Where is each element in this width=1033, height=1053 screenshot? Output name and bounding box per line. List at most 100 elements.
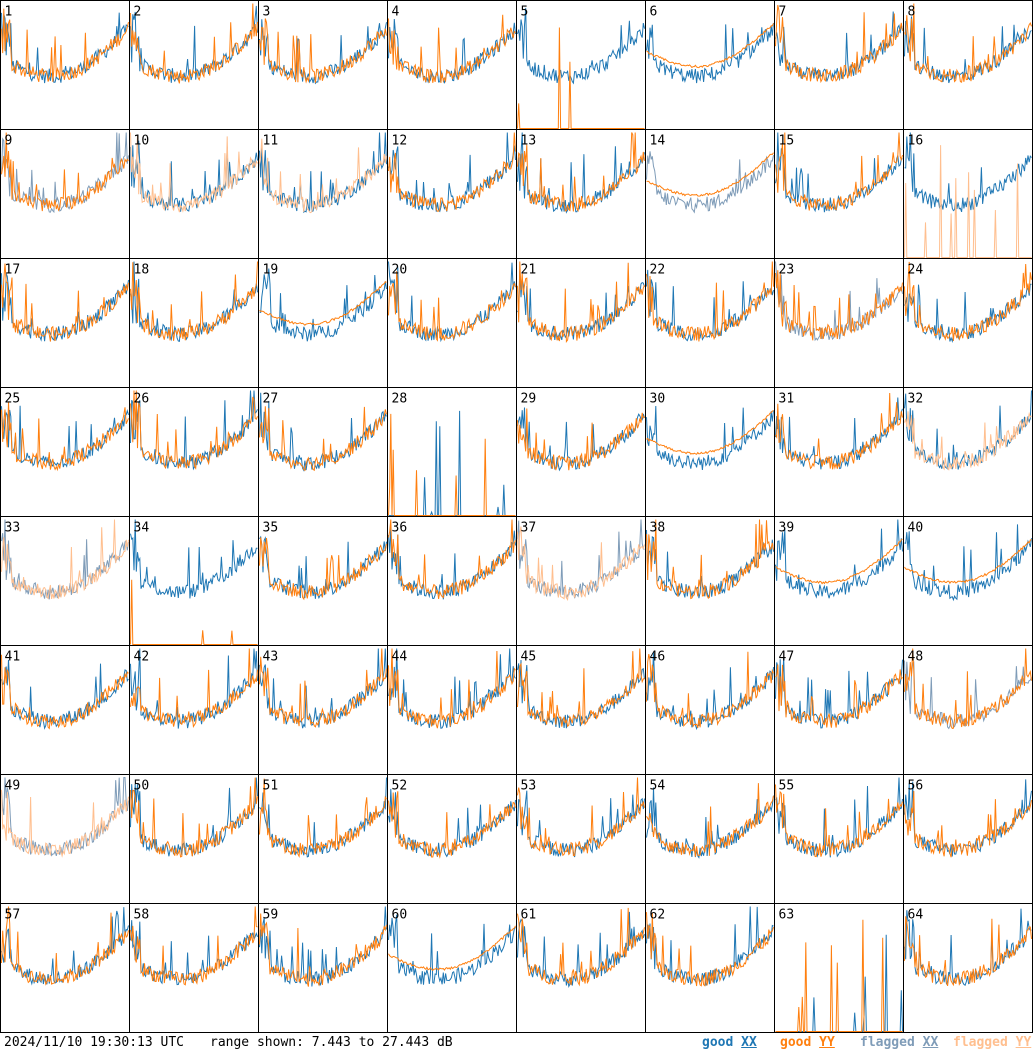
legend-good-yy: good YY <box>780 1035 835 1050</box>
legend-flagged-xx: flagged XX <box>860 1035 939 1050</box>
series-yy-4 <box>388 14 516 84</box>
panel-frame <box>129 645 259 775</box>
panel-label: 50 <box>134 779 150 794</box>
panel-label: 4 <box>392 5 400 20</box>
series-xx-12 <box>388 132 516 213</box>
panel-label: 33 <box>5 521 21 536</box>
series-yy-37 <box>517 526 645 601</box>
series-yy-21 <box>517 261 645 344</box>
panel-55: 55 <box>774 774 904 904</box>
series-yy-1 <box>1 8 129 82</box>
panel-frame <box>774 645 904 775</box>
panel-label: 31 <box>779 392 795 407</box>
series-xx-49 <box>1 777 129 857</box>
panel-33: 33 <box>0 516 130 646</box>
panel-label: 7 <box>779 5 787 20</box>
series-yy-9 <box>1 132 129 212</box>
panel-frame <box>387 0 517 130</box>
series-yy-56 <box>904 790 1032 858</box>
legend-flagged-yy: flagged YY <box>953 1035 1032 1050</box>
panel-9: 9 <box>0 129 130 259</box>
series-yy-10 <box>130 132 258 213</box>
panel-label: 20 <box>392 263 408 278</box>
panel-label: 42 <box>134 650 150 665</box>
series-yy-26 <box>130 390 258 470</box>
panel-label: 6 <box>650 5 658 20</box>
panel-label: 63 <box>779 908 795 923</box>
series-yy-15 <box>775 132 903 211</box>
panel-label: 17 <box>5 263 21 278</box>
panel-48: 48 <box>903 645 1033 775</box>
panel-frame <box>645 516 775 646</box>
panel-46: 46 <box>645 645 775 775</box>
series-yy-51 <box>259 778 387 858</box>
panel-13: 13 <box>516 129 646 259</box>
panel-61: 61 <box>516 903 646 1033</box>
panel-14: 14 <box>645 129 775 259</box>
series-xx-1 <box>1 12 129 84</box>
panel-label: 61 <box>521 908 537 923</box>
panel-label: 52 <box>392 779 408 794</box>
series-yy-33 <box>1 519 129 600</box>
panel-29: 29 <box>516 387 646 517</box>
panel-10: 10 <box>129 129 259 259</box>
panel-54: 54 <box>645 774 775 904</box>
panel-43: 43 <box>258 645 388 775</box>
series-xx-59 <box>259 906 387 987</box>
panel-15: 15 <box>774 129 904 259</box>
panel-18: 18 <box>129 258 259 388</box>
series-xx-57 <box>1 907 129 986</box>
panel-frame <box>0 0 130 130</box>
series-yy-57 <box>1 906 129 986</box>
series-yy-50 <box>130 777 258 858</box>
panel-label: 22 <box>650 263 666 278</box>
panel-label: 39 <box>779 521 795 536</box>
panel-frame <box>774 0 904 130</box>
series-xx-34 <box>130 519 258 599</box>
panel-60: 60 <box>387 903 517 1033</box>
series-xx-30 <box>646 405 774 471</box>
panel-frame <box>903 258 1033 388</box>
panel-frame <box>903 903 1033 1033</box>
panel-35: 35 <box>258 516 388 646</box>
series-yy-7 <box>775 4 903 84</box>
panel-37: 37 <box>516 516 646 646</box>
panel-label: 60 <box>392 908 408 923</box>
series-yy-44 <box>388 648 516 729</box>
panel-42: 42 <box>129 645 259 775</box>
panel-label: 64 <box>908 908 924 923</box>
series-yy-62 <box>646 912 774 987</box>
panel-49: 49 <box>0 774 130 904</box>
series-yy-32 <box>904 411 1032 471</box>
panel-58: 58 <box>129 903 259 1033</box>
panel-30: 30 <box>645 387 775 517</box>
series-yy-52 <box>388 791 516 859</box>
panel-24: 24 <box>903 258 1033 388</box>
panel-frame <box>516 0 646 130</box>
panel-label: 41 <box>5 650 21 665</box>
panel-label: 58 <box>134 908 150 923</box>
panel-5: 5 <box>516 0 646 130</box>
series-yy-12 <box>388 132 516 212</box>
series-xx-15 <box>775 132 903 213</box>
panel-label: 51 <box>263 779 279 794</box>
panel-label: 47 <box>779 650 795 665</box>
series-yy-40 <box>904 539 1032 585</box>
series-yy-11 <box>259 138 387 214</box>
series-xx-14 <box>646 151 774 214</box>
panel-label: 56 <box>908 779 924 794</box>
series-yy-48 <box>904 648 1032 729</box>
panel-label: 23 <box>779 263 795 278</box>
panel-11: 11 <box>258 129 388 259</box>
panel-59: 59 <box>258 903 388 1033</box>
series-yy-61 <box>517 907 645 987</box>
panel-label: 3 <box>263 5 271 20</box>
panel-frame <box>0 903 130 1033</box>
panel-23: 23 <box>774 258 904 388</box>
panel-label: 53 <box>521 779 537 794</box>
panel-frame <box>903 387 1033 517</box>
series-yy-53 <box>517 777 645 857</box>
panel-39: 39 <box>774 516 904 646</box>
panel-label: 45 <box>521 650 537 665</box>
